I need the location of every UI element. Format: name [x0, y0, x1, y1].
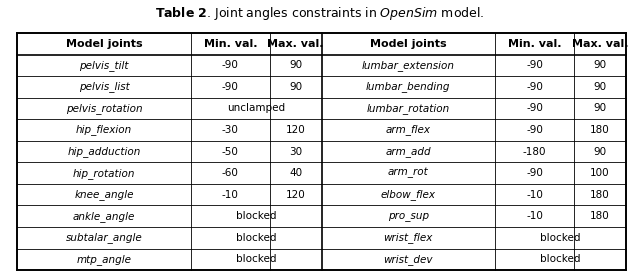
Text: wrist_dev: wrist_dev: [383, 254, 433, 265]
Text: -50: -50: [222, 147, 239, 157]
Text: -180: -180: [523, 147, 547, 157]
Text: ankle_angle: ankle_angle: [73, 211, 135, 222]
Text: lumbar_bending: lumbar_bending: [366, 81, 451, 92]
Text: 180: 180: [590, 190, 610, 200]
Text: wrist_flex: wrist_flex: [383, 232, 433, 243]
Text: -90: -90: [526, 82, 543, 92]
Text: subtalar_angle: subtalar_angle: [66, 232, 143, 243]
Text: Min. val.: Min. val.: [508, 39, 561, 49]
Text: -10: -10: [222, 190, 239, 200]
Text: 30: 30: [289, 147, 302, 157]
Bar: [17, 33, 626, 270]
Text: -90: -90: [526, 125, 543, 135]
Text: pro_sup: pro_sup: [388, 211, 429, 221]
Text: 90: 90: [593, 82, 607, 92]
Text: $\bf{Table\ 2}$. Joint angles constraints in $\it{OpenSim}$ model.: $\bf{Table\ 2}$. Joint angles constraint…: [156, 5, 484, 22]
Text: 90: 90: [593, 60, 607, 70]
Text: blocked: blocked: [540, 233, 580, 243]
Text: hip_rotation: hip_rotation: [73, 168, 135, 179]
Text: lumbar_rotation: lumbar_rotation: [367, 103, 450, 114]
Text: arm_rot: arm_rot: [388, 168, 429, 178]
Text: -90: -90: [222, 60, 239, 70]
Text: Min. val.: Min. val.: [204, 39, 257, 49]
Text: arm_flex: arm_flex: [386, 125, 431, 135]
Text: elbow_flex: elbow_flex: [381, 189, 436, 200]
Text: 120: 120: [286, 125, 306, 135]
Text: pelvis_list: pelvis_list: [79, 81, 129, 92]
Text: -90: -90: [526, 60, 543, 70]
Text: -10: -10: [526, 190, 543, 200]
Text: 180: 180: [590, 125, 610, 135]
Text: -90: -90: [526, 168, 543, 178]
Text: -60: -60: [222, 168, 239, 178]
Text: 180: 180: [590, 211, 610, 221]
Text: Max. val.: Max. val.: [572, 39, 628, 49]
Text: pelvis_tilt: pelvis_tilt: [79, 60, 129, 71]
Text: mtp_angle: mtp_angle: [77, 254, 132, 265]
Text: 90: 90: [593, 104, 607, 114]
Text: blocked: blocked: [236, 254, 276, 265]
Text: -30: -30: [222, 125, 239, 135]
Text: -10: -10: [526, 211, 543, 221]
Text: Model joints: Model joints: [370, 39, 447, 49]
Text: hip_flexion: hip_flexion: [76, 125, 132, 135]
Text: hip_adduction: hip_adduction: [67, 146, 141, 157]
Text: blocked: blocked: [540, 254, 580, 265]
Text: -90: -90: [526, 104, 543, 114]
Text: Model joints: Model joints: [66, 39, 142, 49]
Text: Max. val.: Max. val.: [268, 39, 324, 49]
Text: pelvis_rotation: pelvis_rotation: [66, 103, 142, 114]
Text: 100: 100: [590, 168, 610, 178]
Text: 120: 120: [286, 190, 306, 200]
Text: arm_add: arm_add: [385, 146, 431, 157]
Text: -90: -90: [222, 82, 239, 92]
Text: 90: 90: [289, 60, 302, 70]
Text: 90: 90: [289, 82, 302, 92]
Text: knee_angle: knee_angle: [74, 189, 134, 200]
Text: blocked: blocked: [236, 233, 276, 243]
Text: 40: 40: [289, 168, 302, 178]
Text: unclamped: unclamped: [227, 104, 285, 114]
Text: 90: 90: [593, 147, 607, 157]
Text: blocked: blocked: [236, 211, 276, 221]
Text: lumbar_extension: lumbar_extension: [362, 60, 455, 71]
